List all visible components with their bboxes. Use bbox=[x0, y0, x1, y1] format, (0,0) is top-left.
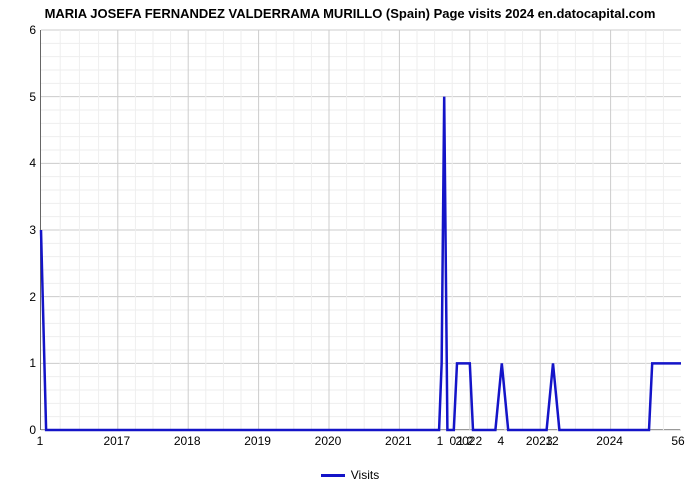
y-tick-label: 3 bbox=[6, 223, 36, 237]
x-year-label: 2021 bbox=[385, 434, 412, 448]
chart-title: MARIA JOSEFA FERNANDEZ VALDERRAMA MURILL… bbox=[0, 6, 700, 21]
legend-label: Visits bbox=[351, 468, 379, 482]
y-tick-label: 1 bbox=[6, 356, 36, 370]
x-year-label: 2018 bbox=[174, 434, 201, 448]
x-corner-right: 56 bbox=[671, 434, 684, 448]
legend-swatch bbox=[321, 474, 345, 477]
plot-area bbox=[40, 30, 680, 430]
x-overlay-label: 4 bbox=[497, 434, 504, 448]
y-tick-label: 5 bbox=[6, 90, 36, 104]
visits-line bbox=[41, 97, 681, 430]
x-overlay-label: 12 bbox=[545, 434, 558, 448]
x-year-label: 2019 bbox=[244, 434, 271, 448]
x-overlay-label: 2 bbox=[467, 434, 474, 448]
y-tick-label: 6 bbox=[6, 23, 36, 37]
y-tick-label: 2 bbox=[6, 290, 36, 304]
x-overlay-label: 1 bbox=[457, 434, 464, 448]
x-year-label: 2024 bbox=[596, 434, 623, 448]
x-year-label: 2020 bbox=[315, 434, 342, 448]
x-overlay-label: 1 bbox=[437, 434, 444, 448]
y-tick-label: 0 bbox=[6, 423, 36, 437]
x-corner-left: 1 bbox=[37, 434, 44, 448]
x-overlay-label: 0 bbox=[449, 434, 456, 448]
legend: Visits bbox=[0, 468, 700, 482]
x-year-label: 2017 bbox=[103, 434, 130, 448]
y-tick-label: 4 bbox=[6, 156, 36, 170]
